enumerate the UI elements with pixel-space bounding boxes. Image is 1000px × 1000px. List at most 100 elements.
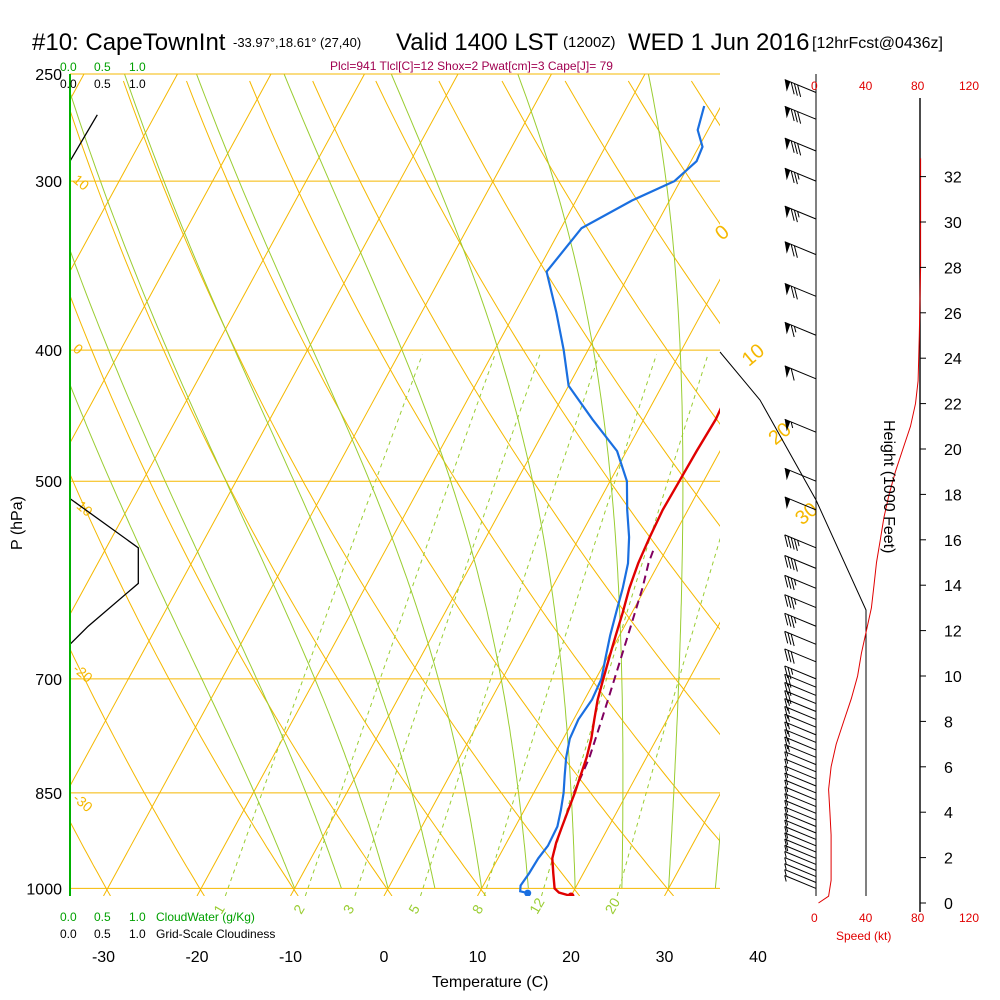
speed-tick-bottom-3: 120 [959, 911, 979, 925]
speed-axis-top: 0 40 80 120 [811, 79, 979, 93]
moist-adiabat [196, 74, 483, 889]
barb-full [784, 832, 789, 845]
pressure-tick-label: 300 [35, 174, 62, 191]
height-tick-label: 18 [944, 487, 962, 504]
moist-adiabat [70, 248, 342, 889]
chart-header: #10: CapeTownInt -33.97°,18.61° (27,40) … [32, 29, 943, 73]
barb-half [797, 173, 800, 180]
height-tick-label: 0 [944, 896, 953, 913]
dry-adiabat [881, 81, 1000, 896]
barb-half [797, 540, 800, 547]
wind-barb [784, 863, 817, 878]
barb-flag [784, 468, 791, 481]
dry-adiabat [818, 81, 1000, 896]
cloud-cover-tick-top-1: 0.5 [94, 77, 111, 91]
mixing-ratio-label: 3 [340, 902, 358, 917]
speed-axis-bottom: 0 40 80 120 Speed (kt) [811, 911, 979, 943]
barb-full [784, 806, 789, 820]
barb-staff [784, 467, 817, 482]
barb-staff [784, 721, 817, 736]
dry-adiabat [755, 81, 1000, 896]
barb-staff [784, 648, 817, 663]
height-tick-label: 4 [944, 805, 953, 822]
dry-adiabat [70, 473, 299, 896]
barb-full [787, 576, 792, 589]
barb-full [784, 800, 789, 813]
isotherm-line [758, 74, 1000, 896]
wind-barb [784, 786, 817, 801]
barb-full [784, 555, 789, 568]
height-tick-label: 32 [944, 170, 962, 187]
zulu-time: (1200Z) [563, 34, 616, 51]
barb-staff [784, 863, 817, 878]
barb-full [784, 744, 789, 757]
barb-staff [784, 838, 817, 853]
height-tick-label: 30 [944, 215, 962, 232]
barb-full [790, 140, 795, 153]
speed-tick-top-2: 80 [911, 79, 925, 93]
barb-staff [784, 751, 817, 766]
barb-full [784, 779, 789, 793]
barb-full [793, 209, 798, 223]
height-tick-label: 2 [944, 851, 953, 868]
cloud-cover-top-line [69, 114, 98, 162]
barb-staff [784, 574, 817, 589]
barb-staff [784, 736, 817, 751]
cloud-water-label: CloudWater (g/Kg) [156, 910, 255, 924]
y-axis-label: P (hPa) [9, 496, 26, 550]
wind-barb [784, 648, 817, 664]
dry-adiabat [249, 80, 720, 842]
moist-adiabat [647, 74, 684, 889]
barb-full [790, 368, 795, 381]
pressure-tick-label: 700 [35, 672, 62, 689]
wind-barb [784, 844, 817, 859]
wind-barb [784, 698, 817, 712]
speed-tick-top-1: 40 [859, 79, 873, 93]
barb-full [787, 632, 792, 645]
height-tick-label: 22 [944, 397, 962, 414]
barb-full [790, 324, 795, 338]
barb-half [784, 875, 787, 882]
barb-full [784, 665, 789, 679]
barb-full [793, 287, 798, 300]
x-tick-label: -10 [279, 949, 302, 966]
barb-full [784, 682, 789, 695]
pressure-axis-ticks: 250 300 400 500 700 850 1000 [26, 67, 62, 898]
mixing-ratio-line [420, 354, 600, 896]
barb-full [793, 110, 798, 123]
barb-full [790, 558, 795, 571]
height-axis-label: Height (1000 Feet) [880, 420, 897, 553]
mixing-ratio-label: 8 [469, 902, 487, 917]
wind-barb [784, 534, 817, 551]
mixing-ratio-line [304, 354, 496, 896]
parcel-trace [572, 547, 656, 794]
cloud-cover-tick-bottom-1: 0.5 [94, 927, 111, 941]
wind-barb [784, 875, 817, 889]
barb-full [784, 714, 789, 727]
barb-staff [784, 826, 817, 840]
barb-full [790, 615, 795, 629]
isotherm-line [70, 74, 272, 444]
barb-staff [784, 851, 817, 865]
temperature-trace [551, 407, 720, 896]
mixing-ratio-label: 2 [290, 902, 308, 917]
barb-full [790, 285, 795, 299]
dry-adiabat [438, 80, 720, 527]
barb-half [793, 579, 797, 586]
mixing-ratio-line [354, 354, 541, 896]
wind-barb [784, 167, 817, 185]
barb-staff [784, 365, 817, 380]
barb-half [790, 421, 794, 429]
wind-barb [784, 205, 817, 223]
wind-barb [784, 869, 817, 883]
barb-half [787, 745, 790, 752]
barb-full [784, 765, 789, 779]
barb-half [793, 326, 797, 333]
barb-half [784, 857, 787, 864]
barb-full [784, 729, 789, 742]
height-tick-label: 26 [944, 306, 962, 323]
barb-staff [784, 819, 817, 834]
barb-staff [784, 729, 817, 743]
barb-staff [784, 793, 817, 808]
